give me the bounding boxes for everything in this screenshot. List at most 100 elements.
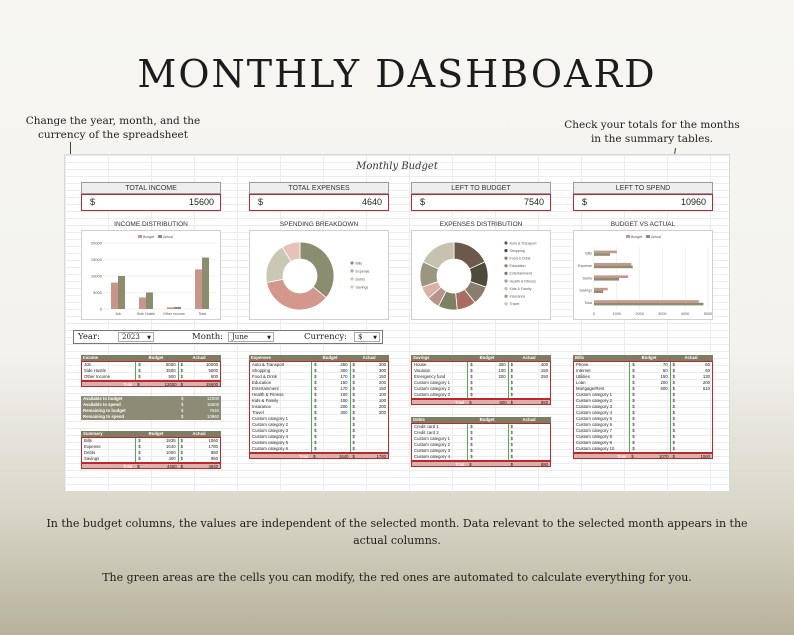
row-category[interactable]: Vacation (412, 368, 467, 374)
row-budget[interactable]: $200 (311, 404, 351, 410)
row-budget[interactable]: $100 (311, 392, 351, 398)
row-budget[interactable]: $ (629, 410, 671, 416)
row-budget[interactable]: $200 (467, 374, 509, 380)
month-select[interactable]: June ▼ (228, 332, 274, 342)
row-budget[interactable]: $ (629, 422, 671, 428)
row-category[interactable]: Custom category 1 (250, 416, 311, 422)
row-budget[interactable]: $ (467, 386, 509, 392)
row-budget[interactable]: $300 (311, 368, 351, 374)
row-category[interactable]: Custom category 6 (250, 446, 311, 452)
total-expenses-value[interactable]: $4640 (249, 194, 389, 211)
row-category[interactable]: Custom category 5 (250, 440, 311, 446)
row-category[interactable]: Food & Drink (250, 374, 311, 380)
row-budget[interactable]: $100 (311, 398, 351, 404)
row-category[interactable]: Credit card 1 (412, 424, 467, 430)
row-category[interactable]: Custom category 2 (412, 386, 467, 392)
row-category[interactable]: Insurance (250, 404, 311, 410)
row-category[interactable]: Health & Fitness (250, 392, 311, 398)
row-category[interactable]: Utilities (574, 374, 629, 380)
row-budget[interactable]: $ (629, 416, 671, 422)
row-budget[interactable]: $200 (629, 380, 671, 386)
row-category[interactable]: Custom category 7 (574, 428, 629, 434)
row-budget[interactable]: $600 (629, 386, 671, 392)
year-select[interactable]: 2023 ▼ (118, 332, 154, 342)
row-category[interactable]: Loan (574, 380, 629, 386)
row-category[interactable]: Kids & Family (250, 398, 311, 404)
row-budget[interactable]: $ (467, 436, 509, 442)
row-budget[interactable]: $100 (467, 368, 509, 374)
row-category[interactable]: Side Hustle (82, 368, 135, 374)
row-category[interactable]: Custom category 3 (412, 448, 467, 454)
row-category[interactable]: Custom category 5 (574, 416, 629, 422)
row-budget[interactable]: $ (629, 392, 671, 398)
row-category[interactable]: Education (250, 380, 311, 386)
row-category[interactable]: Phone (574, 362, 629, 368)
row-budget[interactable]: $ (629, 428, 671, 434)
row-category[interactable]: Other Income (82, 374, 135, 380)
row-budget[interactable]: $400 (135, 456, 179, 462)
row-budget[interactable]: $ (467, 424, 509, 430)
row-category[interactable]: Custom category 10 (574, 446, 629, 452)
row-budget[interactable]: $170 (311, 386, 351, 392)
row-category[interactable]: Entertainment (250, 386, 311, 392)
row-category[interactable]: Travel (250, 410, 311, 416)
row-budget[interactable]: $150 (629, 374, 671, 380)
row-budget[interactable]: $ (311, 422, 351, 428)
row-budget[interactable]: $ (311, 440, 351, 446)
row-budget[interactable]: $70 (629, 362, 671, 368)
row-category[interactable]: Custom category 3 (412, 392, 467, 398)
row-budget[interactable]: $3500 (135, 368, 179, 374)
row-category[interactable]: Custom category 1 (412, 380, 467, 386)
row-category[interactable]: Custom category 8 (574, 434, 629, 440)
row-budget[interactable]: $1000 (135, 450, 179, 456)
row-budget[interactable]: $ (629, 446, 671, 452)
row-budget[interactable]: $300 (467, 362, 509, 368)
row-category[interactable]: Expense (82, 444, 135, 450)
row-category[interactable]: Custom category 1 (412, 436, 467, 442)
row-category[interactable]: Auto & Transport (250, 362, 311, 368)
left-to-spend-value[interactable]: $10960 (573, 194, 713, 211)
row-budget[interactable]: $ (467, 442, 509, 448)
row-budget[interactable]: $ (311, 428, 351, 434)
row-budget[interactable]: $ (467, 380, 509, 386)
row-budget[interactable]: $500 (135, 374, 179, 380)
row-budget[interactable]: $50 (629, 368, 671, 374)
row-budget[interactable]: $300 (311, 410, 351, 416)
row-category[interactable]: Shopping (250, 368, 311, 374)
row-category[interactable]: Custom category 6 (574, 422, 629, 428)
row-budget[interactable]: $ (467, 454, 509, 460)
left-to-budget-value[interactable]: $7540 (411, 194, 551, 211)
row-budget[interactable]: $1835 (135, 438, 179, 444)
row-budget[interactable]: $ (629, 404, 671, 410)
row-budget[interactable]: $ (311, 416, 351, 422)
row-category[interactable]: Custom category 2 (574, 398, 629, 404)
row-category[interactable]: House (412, 362, 467, 368)
row-category[interactable]: Emergency fund (412, 374, 467, 380)
row-budget[interactable]: $1640 (135, 444, 179, 450)
row-budget[interactable]: $ (629, 440, 671, 446)
row-category[interactable]: Job (82, 362, 135, 368)
row-category[interactable]: Custom category 4 (574, 410, 629, 416)
row-category[interactable]: Custom category 9 (574, 440, 629, 446)
row-budget[interactable]: $ (467, 430, 509, 436)
row-category[interactable]: Credit card 2 (412, 430, 467, 436)
row-category[interactable]: Debts (82, 450, 135, 456)
row-category[interactable]: Mortgage/Rent (574, 386, 629, 392)
row-category[interactable]: Custom category 1 (574, 392, 629, 398)
row-category[interactable]: Custom category 3 (574, 404, 629, 410)
row-budget[interactable]: $ (311, 434, 351, 440)
row-category[interactable]: Savings (82, 456, 135, 462)
row-budget[interactable]: $150 (311, 380, 351, 386)
row-category[interactable]: Bills (82, 438, 135, 444)
row-budget[interactable]: $ (629, 398, 671, 404)
row-category[interactable]: Custom category 4 (250, 434, 311, 440)
row-category[interactable]: Custom category 4 (412, 454, 467, 460)
row-category[interactable]: Custom category 3 (250, 428, 311, 434)
row-budget[interactable]: $ (467, 448, 509, 454)
row-budget[interactable]: $170 (311, 374, 351, 380)
row-budget[interactable]: $ (311, 446, 351, 452)
row-category[interactable]: Custom category 2 (250, 422, 311, 428)
row-budget[interactable]: $8000 (135, 362, 179, 368)
row-category[interactable]: Custom category 2 (412, 442, 467, 448)
currency-select[interactable]: $ ▼ (354, 332, 380, 342)
